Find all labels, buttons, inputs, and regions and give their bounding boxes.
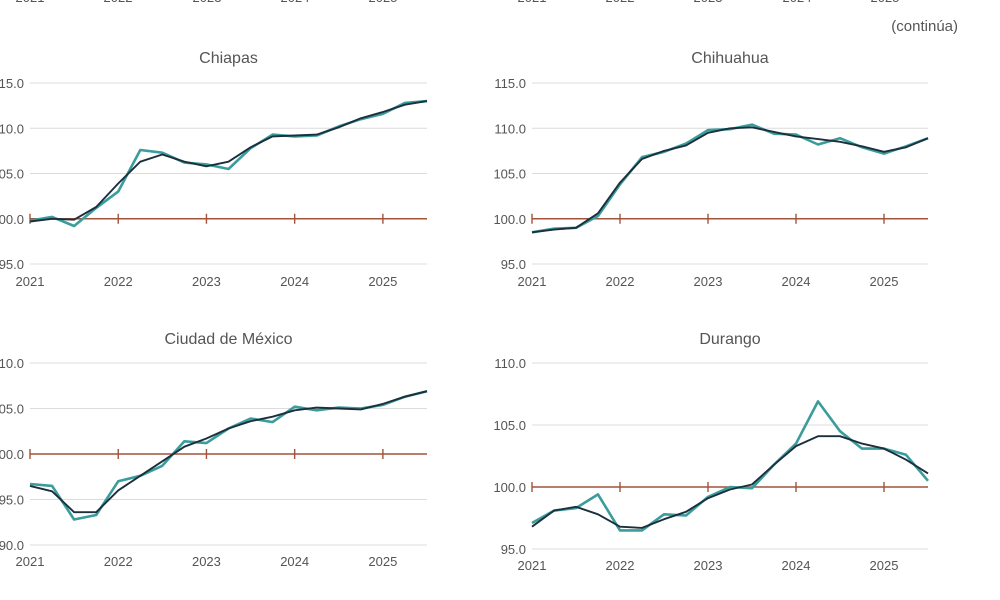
top-partial-year-label: 2025 xyxy=(871,0,900,5)
y-tick-label: 100.0 xyxy=(0,447,24,462)
y-tick-label: 90.0 xyxy=(0,538,24,553)
x-tick-label: 2021 xyxy=(16,274,45,289)
series-line-1 xyxy=(29,100,428,223)
x-tick-label: 2022 xyxy=(104,554,133,569)
y-tick-label: 105.0 xyxy=(0,167,24,182)
x-tick-label: 2024 xyxy=(280,554,309,569)
y-tick-label: 110.0 xyxy=(494,121,526,136)
x-tick-label: 2023 xyxy=(694,558,723,573)
y-tick-label: 110.0 xyxy=(0,121,24,136)
x-tick-label: 2024 xyxy=(782,558,811,573)
top-partial-year-label: 2025 xyxy=(369,0,398,5)
x-tick-label: 2025 xyxy=(870,558,899,573)
x-tick-label: 2021 xyxy=(518,274,547,289)
top-partial-year-label: 2024 xyxy=(783,0,812,5)
chart-panel-1: Chihuahua 115.0 110.0 105.0 100.0 95.0 2021 202… xyxy=(493,50,929,289)
chart-title: Chihuahua xyxy=(691,50,769,67)
top-partial-year-label: 2023 xyxy=(193,0,222,5)
chart-title: Durango xyxy=(699,331,760,348)
x-tick-label: 2022 xyxy=(606,274,635,289)
x-tick-label: 2023 xyxy=(694,274,723,289)
x-tick-label: 2025 xyxy=(870,274,899,289)
y-tick-label: 110.0 xyxy=(494,356,526,371)
continued-note: (continúa) xyxy=(891,18,958,35)
y-tick-label: 95.0 xyxy=(0,257,24,272)
top-partial-year-label: 2022 xyxy=(606,0,635,5)
chart-panel-0: Chiapas 115.0 110.0 105.0 100.0 95.0 2021 2022 2… xyxy=(0,50,428,289)
y-tick-label: 105.0 xyxy=(493,418,526,433)
y-tick-label: 110.0 xyxy=(0,356,24,371)
top-partial-year-label: 2023 xyxy=(694,0,723,5)
y-tick-label: 115.0 xyxy=(0,76,24,91)
y-tick-label: 105.0 xyxy=(493,167,526,182)
x-tick-label: 2022 xyxy=(606,558,635,573)
y-tick-label: 115.0 xyxy=(494,76,526,91)
top-partial-year-label: 2022 xyxy=(104,0,133,5)
x-tick-label: 2021 xyxy=(16,554,45,569)
chart-title: Chiapas xyxy=(199,50,258,67)
y-tick-label: 105.0 xyxy=(0,402,24,417)
chart-panel-2: Ciudad de México110.0105.0100.095.090.02… xyxy=(0,331,428,569)
top-partial-year-label: 2024 xyxy=(281,0,310,5)
x-tick-label: 2025 xyxy=(368,274,397,289)
series-line-0 xyxy=(29,389,428,521)
x-tick-label: 2023 xyxy=(192,554,221,569)
x-tick-label: 2025 xyxy=(368,554,397,569)
top-partial-year-label: 2021 xyxy=(518,0,547,5)
x-tick-label: 2024 xyxy=(782,274,811,289)
chart-title: Ciudad de México xyxy=(164,331,292,348)
y-tick-label: 100.0 xyxy=(493,212,526,227)
y-tick-label: 95.0 xyxy=(501,542,526,557)
x-tick-label: 2024 xyxy=(280,274,309,289)
series-line-1 xyxy=(531,435,929,529)
y-tick-label: 100.0 xyxy=(0,212,24,227)
x-tick-label: 2022 xyxy=(104,274,133,289)
y-tick-label: 95.0 xyxy=(0,493,24,508)
top-partial-year-label: 2021 xyxy=(16,0,45,5)
x-tick-label: 2021 xyxy=(518,558,547,573)
y-tick-label: 100.0 xyxy=(493,480,526,495)
x-tick-label: 2023 xyxy=(192,274,221,289)
series-line-1 xyxy=(29,390,428,514)
y-tick-label: 95.0 xyxy=(501,257,526,272)
series-line-0 xyxy=(531,123,929,234)
series-line-0 xyxy=(29,99,428,228)
series-line-1 xyxy=(531,126,929,234)
